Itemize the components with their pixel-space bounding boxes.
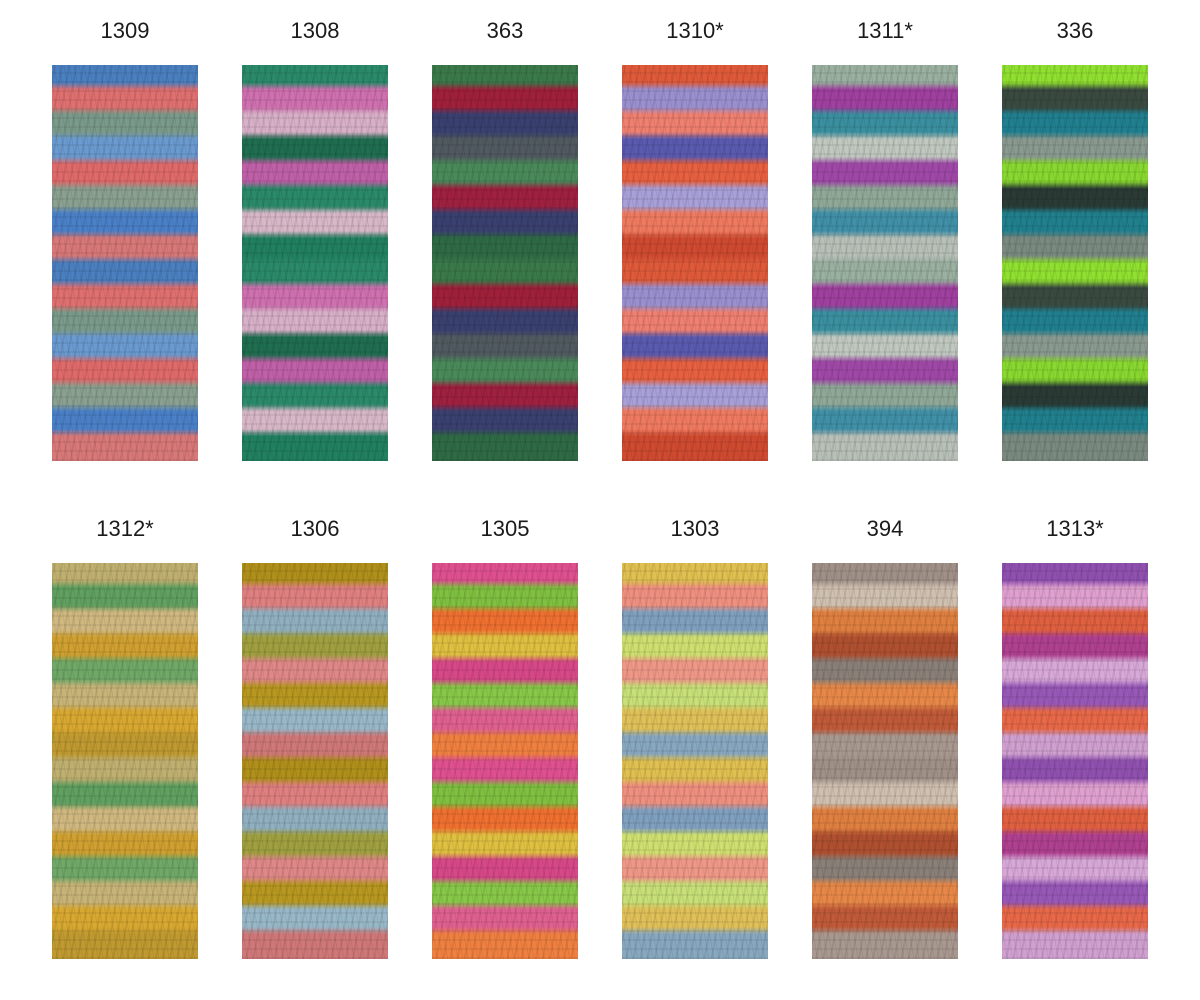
swatch-label: 1308 [290, 18, 340, 43]
yarn-swatch-image [812, 65, 958, 461]
yarn-swatch-image [242, 563, 388, 959]
yarn-swatch-image [622, 65, 768, 461]
swatch-label: 1310* [666, 18, 724, 43]
yarn-swatch-image [242, 65, 388, 461]
yarn-swatch-image [1002, 563, 1148, 959]
yarn-swatch-image [432, 65, 578, 461]
swatch-label: 1303 [670, 516, 720, 541]
swatch-label: 1306 [290, 516, 340, 541]
yarn-swatch-image [622, 563, 768, 959]
swatch-label: 1311* [857, 18, 913, 43]
yarn-swatch-image [812, 563, 958, 959]
yarn-swatch-image [1002, 65, 1148, 461]
swatch-label: 363 [486, 18, 524, 43]
swatch-label: 336 [1056, 18, 1094, 43]
swatch-label: 394 [866, 516, 904, 541]
swatch-label: 1309 [100, 18, 150, 43]
swatch-label: 1312* [96, 516, 154, 541]
yarn-swatch-image [52, 65, 198, 461]
yarn-swatch-image [432, 563, 578, 959]
swatch-label: 1313* [1046, 516, 1104, 541]
yarn-swatch-image [52, 563, 198, 959]
swatch-label: 1305 [480, 516, 530, 541]
